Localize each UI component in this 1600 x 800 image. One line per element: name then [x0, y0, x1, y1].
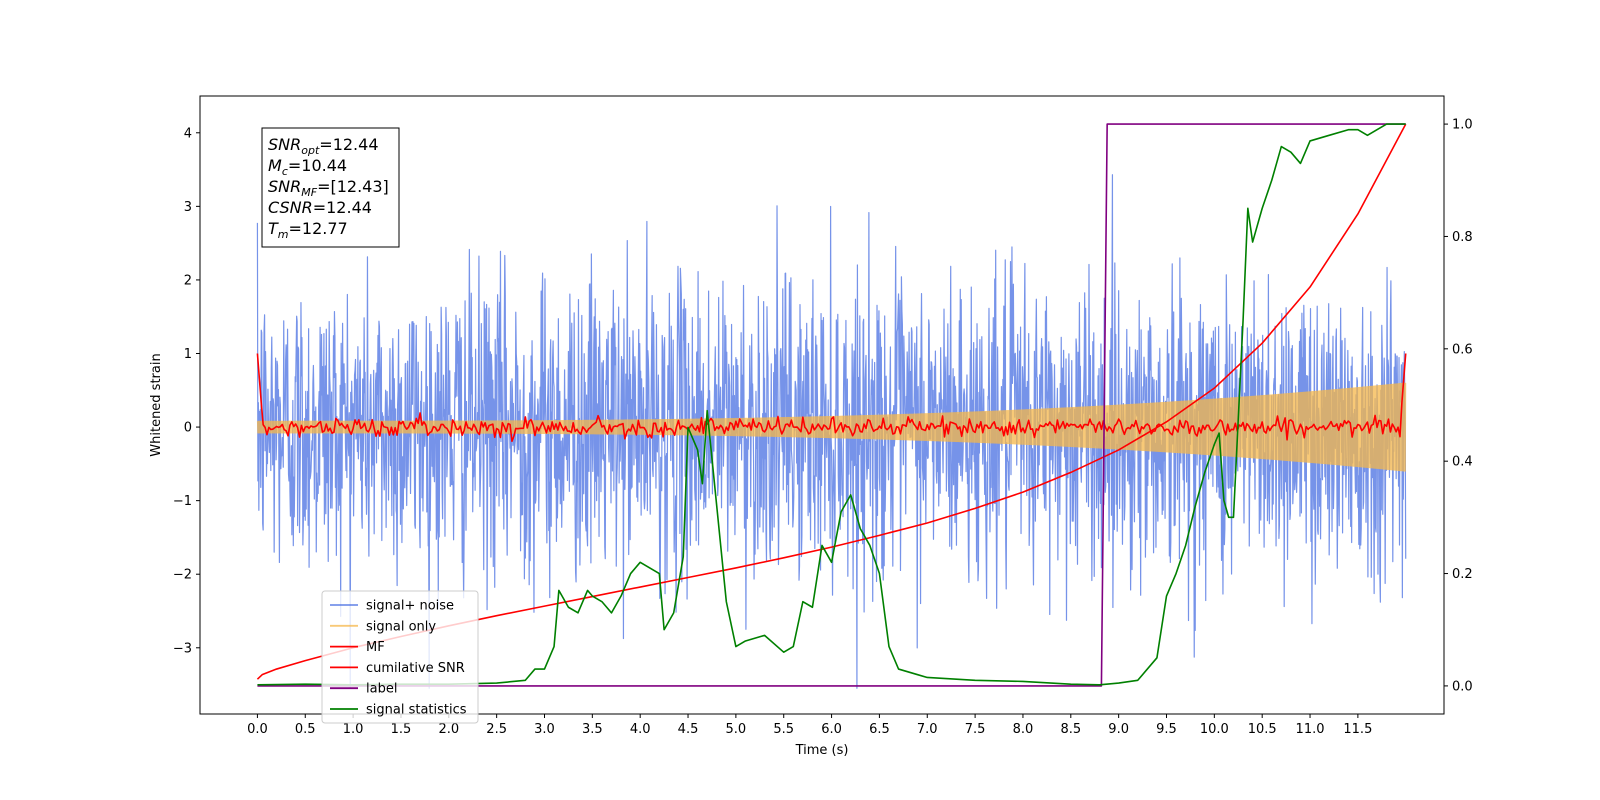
y-tick-label: −2 — [173, 568, 192, 583]
series-line-3 — [256, 353, 1407, 443]
y-tick-label: 0 — [184, 421, 192, 436]
x-tick-label: 11.0 — [1296, 722, 1325, 737]
x-tick-label: 7.5 — [965, 722, 986, 737]
x-tick-label: 9.0 — [1108, 722, 1129, 737]
x-tick-label: 9.5 — [1156, 722, 1177, 737]
legend-entry-label: signal only — [366, 619, 436, 634]
legend: signal+ noise signal only MF cumilative SNR… — [321, 590, 479, 724]
y2-tick-label: 0.4 — [1452, 455, 1473, 470]
legend-entry-label: label — [366, 682, 397, 697]
legend-entry-label: cumilative SNR — [366, 661, 465, 676]
x-tick-label: 0.0 — [247, 722, 268, 737]
x-tick-label: 4.0 — [630, 722, 651, 737]
annotation-line: SNRMF=[12.43] — [268, 177, 389, 199]
series-line-2 — [256, 382, 1407, 472]
annotation-line: Mc=10.44 — [268, 156, 347, 178]
x-tick-label: 0.5 — [295, 722, 316, 737]
annotation-line: CSNR=12.44 — [268, 198, 372, 217]
y2-tick-label: 1.0 — [1452, 118, 1473, 133]
x-tick-label: 1.5 — [391, 722, 412, 737]
annotation-frame — [261, 127, 400, 248]
y2-tick-label: 0.2 — [1452, 567, 1473, 582]
x-tick-label: 7.0 — [917, 722, 938, 737]
plot-frame — [199, 95, 1445, 715]
x-tick-label: 4.5 — [678, 722, 699, 737]
y-tick-label: −3 — [173, 641, 192, 656]
annotation-line: SNRopt=12.44 — [268, 135, 379, 157]
series-line-5 — [257, 123, 1406, 687]
x-tick-label: 2.5 — [486, 722, 507, 737]
x-tick-label: 5.0 — [726, 722, 747, 737]
x-tick-label: 3.5 — [582, 722, 603, 737]
x-tick-label: 5.5 — [773, 722, 794, 737]
legend-entry-label: MF — [366, 640, 385, 655]
x-tick-label: 8.0 — [1013, 722, 1034, 737]
y-tick-label: 1 — [184, 347, 192, 362]
y-axis-label: Whitened strain — [149, 353, 164, 456]
y2-tick-label: 0.0 — [1452, 679, 1473, 694]
x-axis-label: Time (s) — [795, 743, 849, 758]
x-tick-label: 3.0 — [534, 722, 555, 737]
series-line-6 — [257, 123, 1406, 686]
x-tick-label: 6.0 — [821, 722, 842, 737]
x-tick-label: 2.0 — [438, 722, 459, 737]
y-tick-label: −1 — [173, 494, 192, 509]
x-tick-label: 10.0 — [1200, 722, 1229, 737]
x-tick-label: 11.5 — [1343, 722, 1372, 737]
y2-tick-label: 0.6 — [1452, 342, 1473, 357]
annotation-line: Tm=12.77 — [268, 219, 348, 241]
legend-frame — [321, 590, 479, 724]
x-tick-label: 1.0 — [343, 722, 364, 737]
series-line-1 — [256, 174, 1407, 689]
y-tick-label: 2 — [184, 273, 192, 288]
x-tick-label: 10.5 — [1248, 722, 1277, 737]
y2-tick-label: 0.8 — [1452, 230, 1473, 245]
x-tick-label: 8.5 — [1060, 722, 1081, 737]
y-tick-label: 4 — [184, 126, 192, 141]
annotation-box: SNRopt=12.44Mc=10.44SNRMF=[12.43]CSNR=12… — [261, 127, 400, 248]
y-tick-label: 3 — [184, 200, 192, 215]
legend-entry-label: signal+ noise — [366, 599, 454, 614]
legend-entry-label: signal statistics — [366, 703, 467, 718]
x-tick-label: 6.5 — [869, 722, 890, 737]
